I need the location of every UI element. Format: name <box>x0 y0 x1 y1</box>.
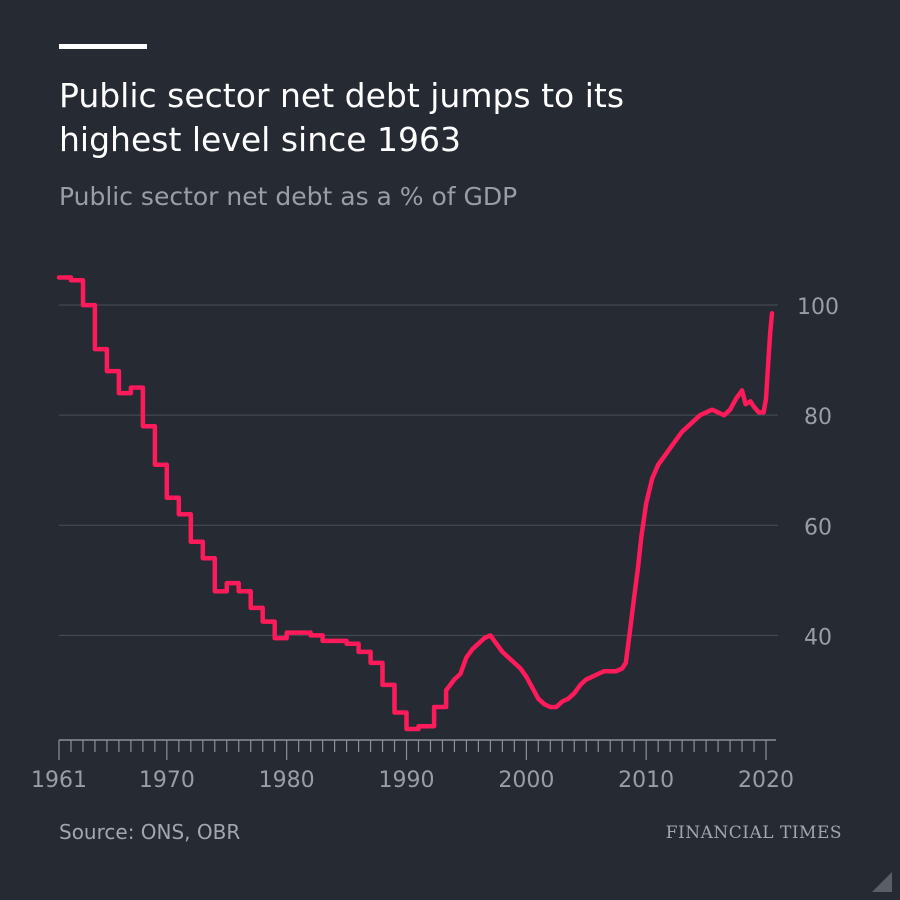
x-tick-label-2020: 2020 <box>738 768 794 793</box>
y-tick-label-40: 40 <box>804 625 832 650</box>
x-tick-label-1980: 1980 <box>259 768 315 793</box>
chart-title-line-2: highest level since 1963 <box>59 120 462 159</box>
x-tick-label-2010: 2010 <box>618 768 674 793</box>
series-layer <box>56 275 775 732</box>
chart-title-line-1: Public sector net debt jumps to its <box>59 76 625 115</box>
y-tick-label-60: 60 <box>804 515 832 540</box>
series-line-0 <box>56 275 775 732</box>
y-axis: 40 60 80 100 <box>797 295 839 650</box>
header-accent-bar <box>59 44 147 49</box>
source-note: Source: ONS, OBR <box>59 820 241 844</box>
x-tick-label-2000: 2000 <box>498 768 554 793</box>
x-tick-label-1970: 1970 <box>139 768 195 793</box>
chart-title: Public sector net debt jumps to its high… <box>59 74 859 162</box>
x-axis: 1961 1970 1980 1990 2000 2010 2020 <box>31 739 794 793</box>
publisher-logo: Financial Times <box>665 823 842 843</box>
grid-lines <box>59 304 778 636</box>
chart-subtitle: Public sector net debt as a % of GDP <box>59 182 518 211</box>
y-tick-label-80: 80 <box>804 405 832 430</box>
x-tick-label-1961: 1961 <box>31 768 87 793</box>
y-tick-label-100: 100 <box>797 295 839 320</box>
expand-corner-icon[interactable] <box>872 872 892 892</box>
x-tick-label-1990: 1990 <box>379 768 435 793</box>
